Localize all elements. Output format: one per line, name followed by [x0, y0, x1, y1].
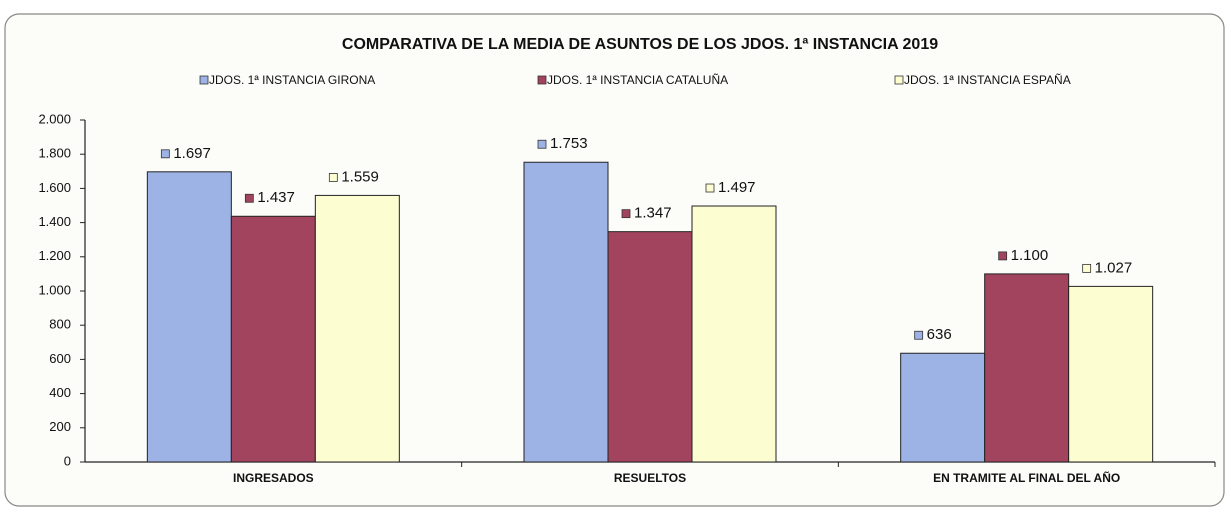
y-tick-label: 1.800 — [38, 146, 71, 161]
value-label: 1.559 — [341, 168, 379, 185]
value-label-swatch — [1082, 263, 1092, 273]
x-tick-label: INGRESADOS — [233, 471, 314, 485]
value-label-swatch — [621, 209, 631, 219]
bar — [230, 215, 316, 463]
x-tick-label: EN TRAMITE AL FINAL DEL AÑO — [933, 470, 1120, 485]
legend-swatch — [199, 75, 209, 85]
value-label: 1.697 — [173, 145, 211, 162]
value-label: 1.437 — [257, 189, 295, 206]
legend-label: JDOS. 1ª INSTANCIA CATALUÑA — [547, 73, 728, 87]
bar — [984, 273, 1070, 463]
chart-title: COMPARATIVA DE LA MEDIA DE ASUNTOS DE LO… — [342, 36, 938, 53]
bar — [314, 194, 400, 463]
value-label: 1.347 — [634, 205, 672, 222]
y-tick-label: 400 — [49, 385, 71, 400]
y-tick-label: 2.000 — [38, 111, 71, 126]
value-label: 636 — [927, 326, 952, 343]
y-tick-label: 200 — [49, 419, 71, 434]
value-label: 1.497 — [718, 179, 756, 196]
value-label-swatch — [537, 139, 547, 149]
value-label-swatch — [160, 149, 170, 159]
y-tick-label: 600 — [49, 351, 71, 366]
bar — [523, 161, 609, 463]
bar — [146, 171, 232, 463]
legend-label: JDOS. 1ª INSTANCIA GIRONA — [209, 73, 375, 87]
value-label-swatch — [328, 173, 338, 182]
y-tick-label: 1.400 — [38, 214, 71, 229]
y-tick-label: 800 — [49, 317, 71, 332]
value-label: 1.753 — [550, 135, 588, 152]
value-label: 1.100 — [1011, 247, 1049, 264]
value-label-swatch — [914, 330, 924, 340]
value-label-swatch — [998, 251, 1008, 261]
y-tick-label: 1.600 — [38, 180, 71, 195]
legend-label: JDOS. 1ª INSTANCIA ESPAÑA — [904, 73, 1071, 87]
y-tick-label: 1.000 — [38, 282, 71, 297]
legend-swatch — [894, 75, 904, 85]
value-label-swatch — [705, 183, 715, 193]
bar — [900, 352, 986, 463]
y-tick-label: 0 — [64, 453, 71, 468]
bar — [1068, 285, 1154, 463]
legend-swatch — [537, 75, 547, 85]
value-label: 1.027 — [1095, 259, 1133, 276]
bar — [607, 231, 693, 463]
value-label-swatch — [244, 193, 254, 203]
bar — [691, 205, 777, 463]
x-tick-label: RESUELTOS — [614, 471, 686, 485]
y-tick-label: 1.200 — [38, 248, 71, 263]
